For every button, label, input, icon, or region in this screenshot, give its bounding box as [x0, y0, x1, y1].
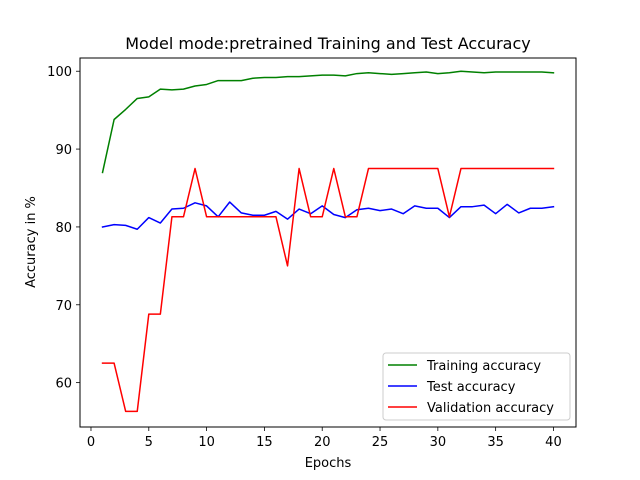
chart-title: Model mode:pretrained Training and Test …: [125, 34, 531, 53]
legend-label: Training accuracy: [426, 359, 541, 374]
series-line-0: [101, 70, 555, 174]
x-axis-label: Epochs: [305, 456, 352, 471]
y-axis-label: Accuracy in %: [24, 196, 39, 288]
y-tick-label: 60: [55, 377, 72, 392]
x-tick-label: 40: [545, 435, 562, 450]
y-tick-label: 100: [47, 65, 72, 80]
x-tick-label: 25: [372, 435, 389, 450]
legend-label: Validation accuracy: [427, 401, 554, 416]
x-tick-label: 20: [314, 435, 331, 450]
x-tick-label: 15: [256, 435, 273, 450]
legend-label: Test accuracy: [426, 380, 516, 395]
series-line-2: [101, 167, 555, 413]
series-line-1: [101, 201, 555, 231]
x-axis: 0 5 10 15 20 25 30 35 40: [87, 427, 562, 450]
legend: Training accuracy Test accuracy Validation…: [382, 352, 571, 421]
x-tick-label: 5: [145, 435, 153, 450]
y-tick-label: 90: [55, 143, 72, 158]
series-layer: [101, 70, 555, 413]
plot-frame: [79, 57, 577, 428]
y-axis: 60 70 80 90 100: [47, 65, 80, 392]
x-tick-label: 0: [87, 435, 95, 450]
x-tick-label: 35: [487, 435, 504, 450]
x-tick-label: 10: [198, 435, 215, 450]
legend-box: [382, 352, 571, 421]
x-tick-label: 30: [430, 435, 447, 450]
y-tick-label: 70: [55, 299, 72, 314]
y-tick-label: 80: [55, 221, 72, 236]
